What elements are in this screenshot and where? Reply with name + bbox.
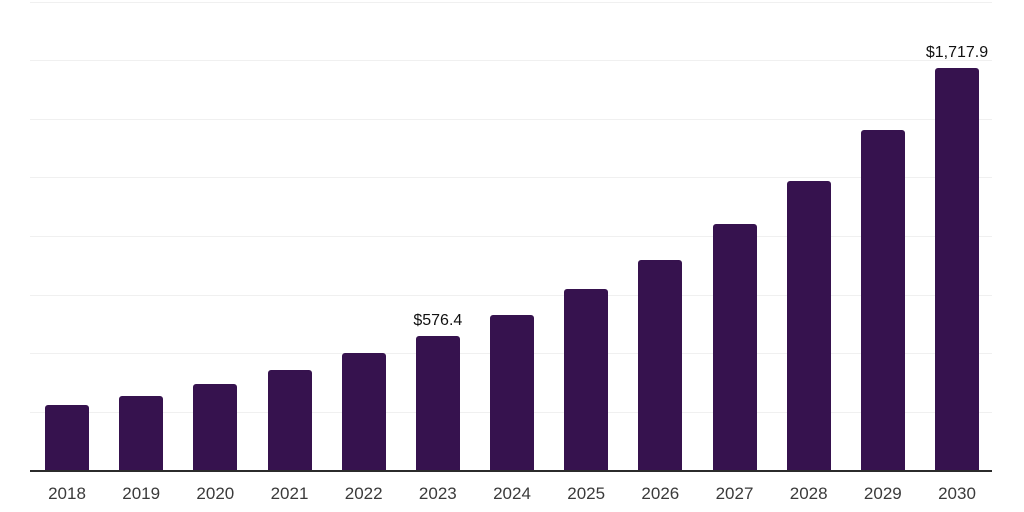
gridline xyxy=(30,60,992,62)
x-tick-label-2021: 2021 xyxy=(270,484,309,503)
data-label-2023: $576.4 xyxy=(413,311,463,329)
bar-2025 xyxy=(564,289,609,470)
x-tick-label-2029: 2029 xyxy=(863,484,902,503)
bar-2018 xyxy=(45,405,89,470)
x-tick-label-2024: 2024 xyxy=(493,484,531,503)
bar-2022 xyxy=(341,353,386,470)
data-label-2030: $1,717.9 xyxy=(925,44,989,62)
x-tick-label-2020: 2020 xyxy=(196,484,235,503)
bar-2021 xyxy=(267,370,312,470)
bar-2023 xyxy=(415,335,460,470)
gridline xyxy=(30,118,992,120)
x-tick-label-2030: 2030 xyxy=(938,484,976,503)
x-tick-label-2023: 2023 xyxy=(418,484,457,503)
x-axis-line xyxy=(30,470,992,472)
gridline xyxy=(30,294,992,296)
x-tick-label-2019: 2019 xyxy=(122,484,161,503)
bar-2027 xyxy=(712,224,757,470)
gridline xyxy=(30,236,992,237)
bar-2019 xyxy=(119,395,164,470)
gridline xyxy=(30,177,992,179)
bar-2030 xyxy=(935,68,979,470)
gridline xyxy=(30,1,992,3)
x-tick-label-2025: 2025 xyxy=(567,484,606,503)
bar-2024 xyxy=(490,315,534,470)
x-tick-label-2018: 2018 xyxy=(48,484,86,503)
x-tick-label-2026: 2026 xyxy=(641,484,680,503)
bar-2028 xyxy=(786,181,831,470)
bar-2020 xyxy=(193,383,238,470)
bar-2026 xyxy=(638,260,683,470)
x-tick-label-2027: 2027 xyxy=(715,484,754,503)
x-tick-label-2022: 2022 xyxy=(344,484,383,503)
x-tick-label-2028: 2028 xyxy=(789,484,828,503)
bar-2029 xyxy=(860,130,905,470)
